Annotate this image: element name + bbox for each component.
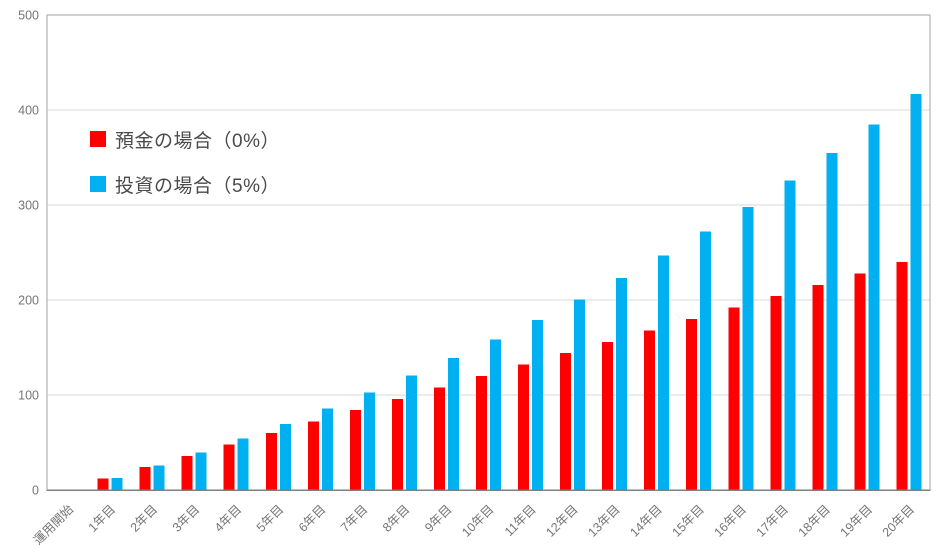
x-axis-label: 17年目: [754, 502, 791, 539]
bar: [644, 330, 656, 490]
bar: [910, 94, 922, 490]
bar: [279, 423, 291, 490]
y-axis-tick-label: 300: [18, 199, 39, 213]
bar: [728, 307, 740, 490]
bar: [476, 376, 487, 490]
x-axis-label: 8年目: [380, 502, 412, 534]
y-axis-tick-label: 200: [18, 294, 39, 308]
legend-swatch-deposit-icon: [90, 131, 106, 147]
x-axis-label: 4年目: [212, 502, 244, 534]
bar: [784, 180, 796, 490]
x-axis-label: 20年目: [880, 502, 917, 539]
bar: [405, 375, 417, 490]
x-axis-label: 18年目: [796, 502, 833, 539]
legend-item-investment: 投資の場合（5%）: [90, 173, 280, 197]
x-axis-label: 10年目: [459, 502, 496, 539]
bar: [139, 467, 151, 490]
x-axis-label: 3年目: [170, 502, 202, 534]
bar: [532, 319, 544, 490]
bar: [518, 364, 530, 490]
bar: [574, 299, 586, 490]
bar: [770, 296, 782, 490]
bar: [391, 398, 403, 490]
legend-label-investment: 投資の場合（5%）: [115, 175, 280, 197]
x-axis-label: 6年目: [296, 502, 328, 534]
x-axis-label: 2年目: [128, 502, 160, 534]
bar: [181, 455, 193, 490]
bar: [658, 255, 670, 490]
y-axis-tick-label: 100: [18, 389, 39, 403]
x-axis-label: 14年目: [627, 502, 664, 539]
x-axis-label: 5年目: [254, 502, 286, 534]
bar: [490, 339, 501, 490]
x-axis-label: 13年目: [585, 502, 622, 539]
x-axis-label: 16年目: [711, 502, 748, 539]
legend-swatch-investment-icon: [90, 176, 106, 192]
x-axis-label: 12年目: [543, 502, 580, 539]
x-axis-label: 1年目: [86, 502, 118, 534]
legend-item-deposit: 預金の場合（0%）: [90, 128, 280, 152]
y-axis-tick-label: 500: [18, 9, 39, 23]
bar: [560, 353, 572, 490]
bar: [616, 277, 628, 490]
y-axis-tick-label: 0: [32, 484, 39, 498]
bar: [153, 465, 165, 490]
x-axis-label: 運用開始: [31, 502, 77, 548]
legend-label-deposit: 預金の場合（0%）: [115, 130, 280, 152]
bar: [321, 408, 333, 490]
x-axis-label: 11年目: [502, 502, 539, 539]
x-axis-label: 7年目: [338, 502, 370, 534]
plot-border: [46, 14, 931, 491]
x-axis-label: 15年目: [669, 502, 706, 539]
bar: [812, 284, 824, 490]
bar: [349, 410, 361, 490]
bar: [868, 124, 880, 490]
bar: [826, 153, 838, 490]
bar: [433, 387, 445, 490]
bar: [195, 452, 207, 490]
y-axis-tick-label: 400: [18, 104, 39, 118]
x-axis-label: 9年目: [422, 502, 454, 534]
bar: [111, 478, 123, 490]
bar: [265, 433, 277, 490]
bar: [97, 478, 109, 490]
bar: [447, 358, 459, 490]
bar: [854, 273, 866, 490]
bar: [307, 421, 319, 490]
bar: [237, 438, 249, 490]
x-axis-label: 19年目: [838, 502, 875, 539]
bar: [602, 341, 614, 490]
bar: [363, 392, 375, 490]
bar: [742, 206, 754, 490]
bar: [700, 231, 712, 490]
bar: [223, 444, 235, 490]
bar: [686, 319, 698, 490]
legend: 預金の場合（0%） 投資の場合（5%）: [90, 128, 280, 218]
bar: [896, 262, 908, 490]
